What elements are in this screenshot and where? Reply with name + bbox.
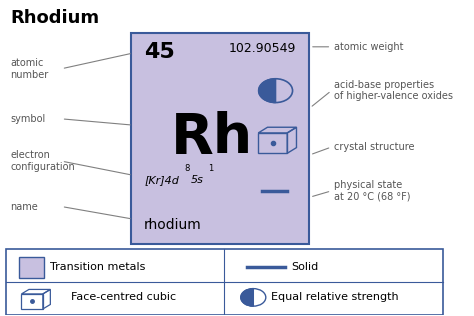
Text: 5s: 5s — [191, 175, 204, 185]
Text: Rh: Rh — [171, 112, 253, 165]
Text: Solid: Solid — [291, 262, 319, 272]
Text: 102.90549: 102.90549 — [228, 42, 296, 55]
FancyBboxPatch shape — [19, 257, 44, 278]
Text: Rhodium: Rhodium — [10, 9, 100, 27]
FancyBboxPatch shape — [6, 249, 443, 315]
Text: crystal structure: crystal structure — [334, 142, 414, 152]
Text: Equal relative strength: Equal relative strength — [271, 292, 399, 302]
Wedge shape — [259, 79, 275, 103]
Text: electron
configuration: electron configuration — [10, 150, 75, 172]
Text: atomic weight: atomic weight — [334, 42, 403, 52]
Text: 8: 8 — [184, 164, 190, 173]
Text: symbol: symbol — [10, 114, 46, 124]
FancyBboxPatch shape — [131, 33, 309, 244]
Text: physical state
at 20 °C (68 °F): physical state at 20 °C (68 °F) — [334, 180, 410, 202]
Text: acid-base properties
of higher-valence oxides: acid-base properties of higher-valence o… — [334, 80, 453, 101]
Text: Transition metals: Transition metals — [50, 262, 146, 272]
Text: rhodium: rhodium — [144, 218, 202, 232]
Text: 45: 45 — [144, 42, 175, 62]
Text: [Kr]4d: [Kr]4d — [144, 175, 179, 185]
Text: Face-centred cubic: Face-centred cubic — [71, 292, 176, 302]
Text: atomic
number: atomic number — [10, 58, 48, 80]
Text: name: name — [10, 202, 38, 211]
Text: 1: 1 — [208, 164, 213, 173]
Wedge shape — [241, 289, 253, 306]
